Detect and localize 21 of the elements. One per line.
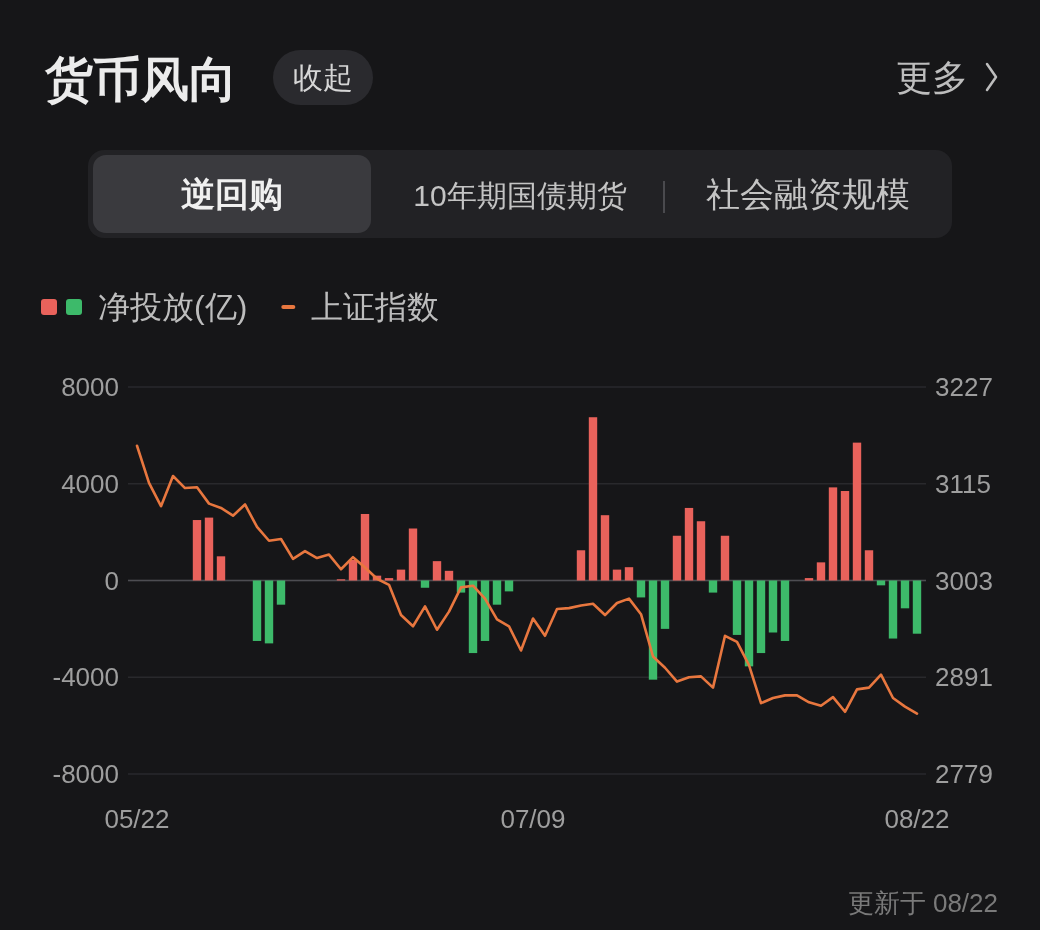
subtitle: 逆回购 <box>181 175 283 213</box>
ytick: 0 <box>104 565 119 596</box>
xtick: 07/09 <box>500 804 566 834</box>
y2tick: 2891 <box>935 662 993 693</box>
y2tick: 3227 <box>935 372 993 402</box>
ytick: -8000 <box>52 759 119 789</box>
legend-label: 上证指数 <box>311 289 440 325</box>
y2tick: 3003 <box>935 565 993 596</box>
xtick: 05/22 <box>104 804 170 834</box>
label: 社会融资规模 <box>706 175 910 213</box>
ytick: -4000 <box>52 662 119 693</box>
xtick: 08/22 <box>884 804 950 834</box>
label: 10年期国债期货 <box>413 179 627 212</box>
legend-label: 净投放(亿) <box>98 289 248 325</box>
ytick: 4000 <box>61 468 119 499</box>
title: 货币风向 <box>45 53 237 106</box>
note: 更新于 08/22 <box>847 888 998 918</box>
y2tick: 2779 <box>935 759 993 789</box>
ytick: 8000 <box>61 372 119 402</box>
y2tick: 3115 <box>935 468 991 499</box>
link: 更多 <box>896 57 968 98</box>
